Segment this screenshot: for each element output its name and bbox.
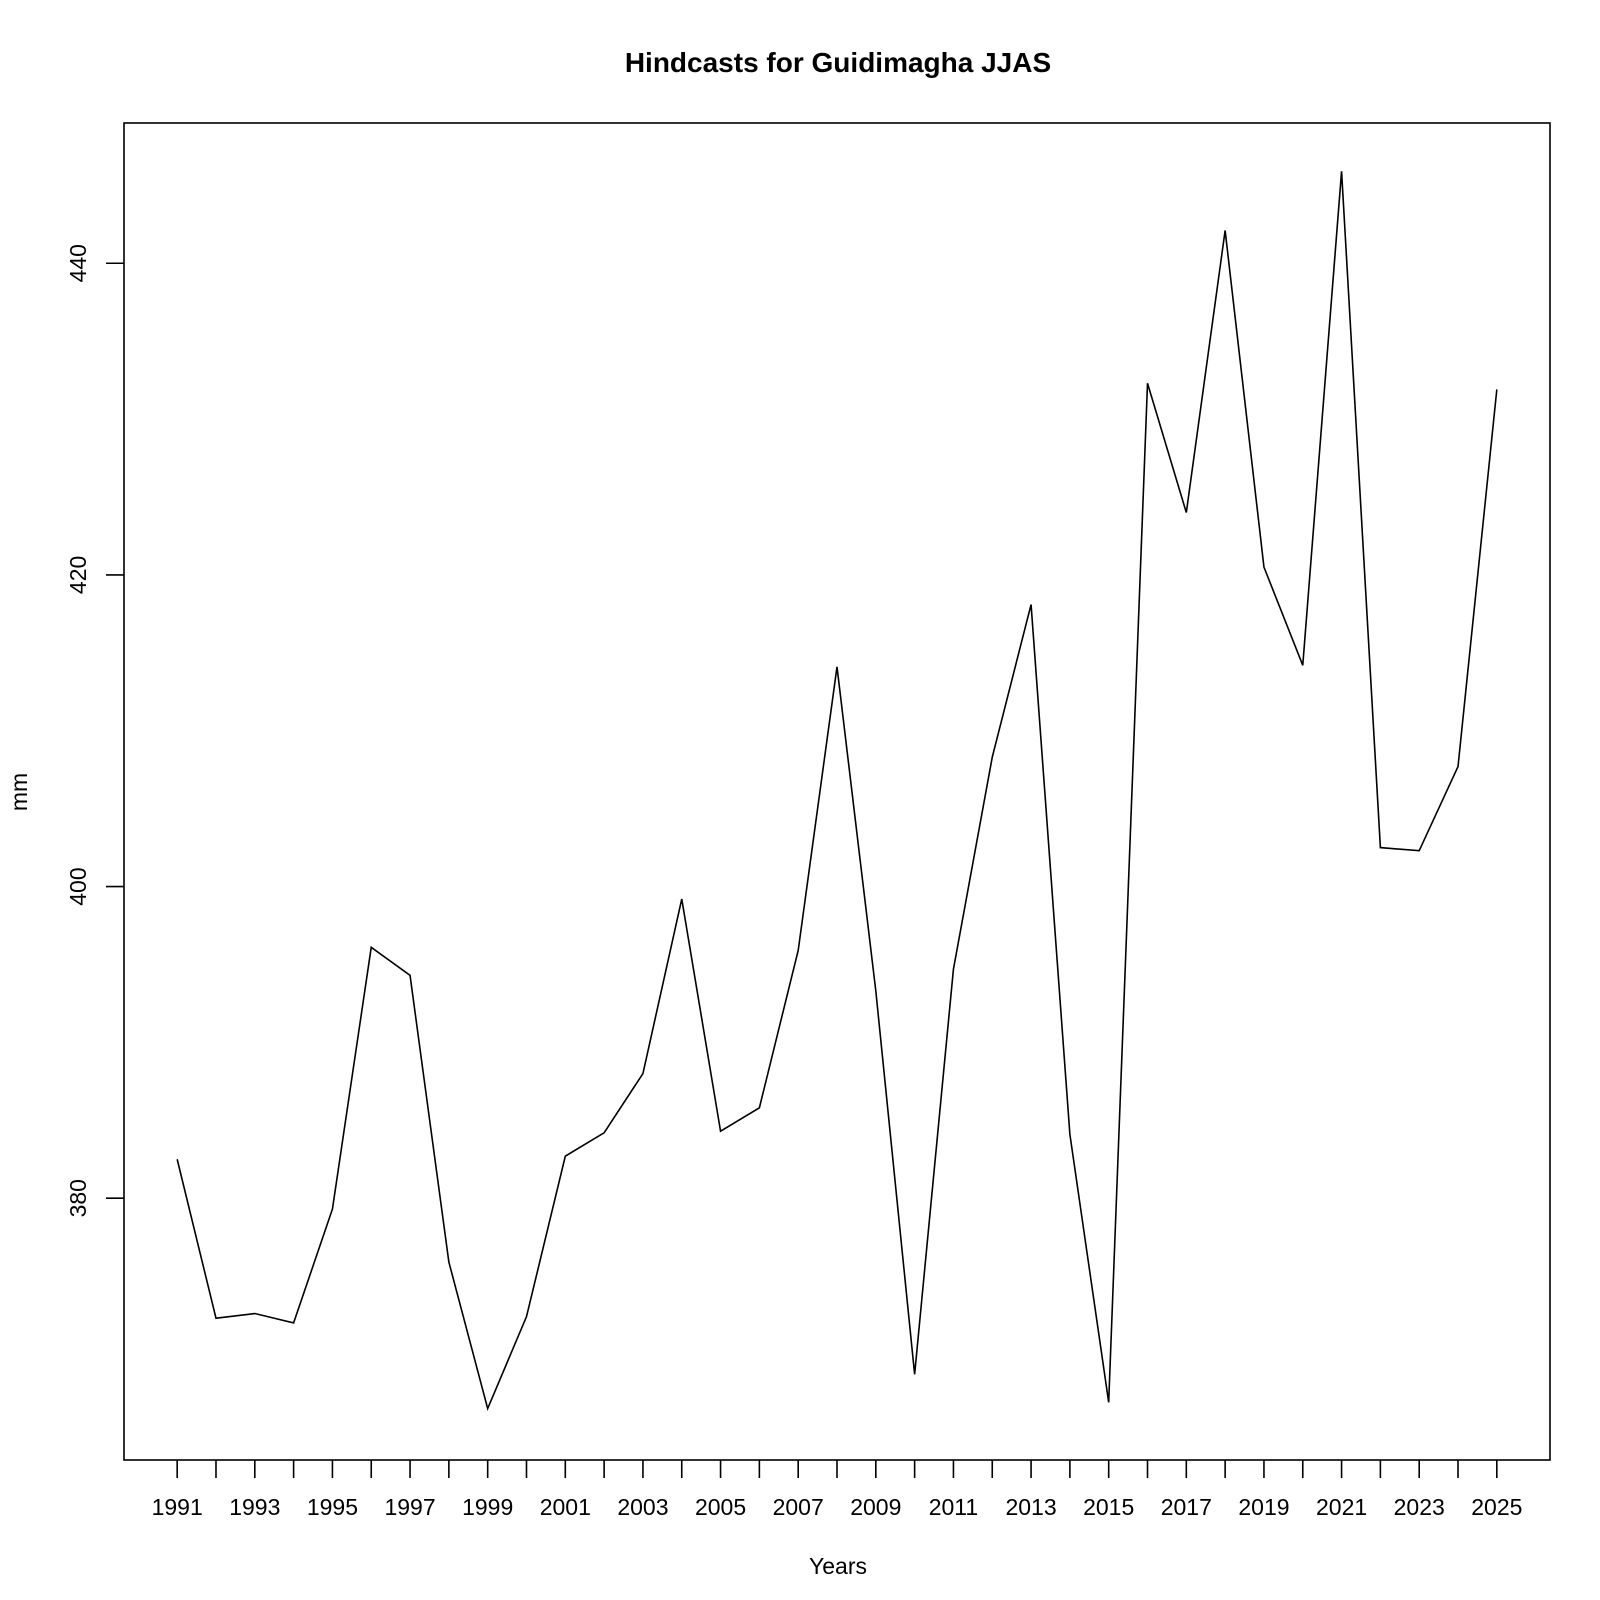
plot-frame (123, 122, 1551, 1461)
x-tick-label: 1995 (307, 1494, 358, 1520)
x-tick-label: 1997 (384, 1494, 435, 1520)
x-tick-label: 2023 (1394, 1494, 1445, 1520)
x-tick-label: 1999 (462, 1494, 513, 1520)
chart-title: Hindcasts for Guidimagha JJAS (625, 47, 1051, 78)
x-tick-label: 2011 (929, 1494, 978, 1520)
y-axis-label: mm (6, 773, 32, 811)
y-tick-label: 400 (65, 867, 91, 905)
series-line (176, 171, 1498, 1412)
y-axis: 380 400 420 440 (65, 244, 124, 1217)
x-axis: 1991 1993 1995 1997 1999 2001 2003 2005 2007 2009… (152, 1460, 1522, 1520)
x-tick-label: 1991 (152, 1494, 203, 1520)
x-axis-label: Years (809, 1553, 867, 1579)
x-tick-label: 2021 (1316, 1494, 1367, 1520)
x-tick-label: 2017 (1161, 1494, 1212, 1520)
y-tick-label: 440 (65, 244, 91, 282)
x-tick-label: 2005 (695, 1494, 746, 1520)
x-tick-label: 2025 (1471, 1494, 1522, 1520)
x-tick-label: 2007 (773, 1494, 824, 1520)
x-tick-label: 2001 (540, 1494, 591, 1520)
x-tick-label: 2013 (1005, 1494, 1056, 1520)
x-tick-label: 2015 (1083, 1494, 1134, 1520)
y-tick-label: 380 (65, 1179, 91, 1217)
x-tick-label: 2003 (617, 1494, 668, 1520)
x-tick-label: 1993 (229, 1494, 280, 1520)
x-tick-label: 2019 (1238, 1494, 1289, 1520)
y-tick-label: 420 (65, 556, 91, 594)
x-tick-label: 2009 (850, 1494, 901, 1520)
